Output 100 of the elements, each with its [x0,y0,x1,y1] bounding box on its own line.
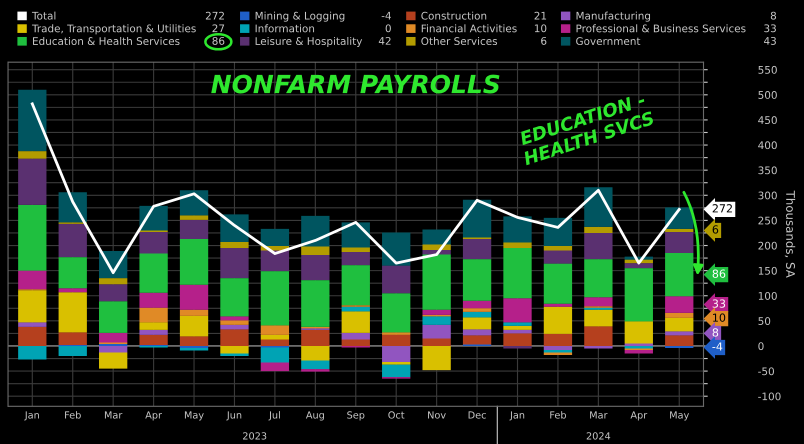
y-tick-label: 450 [758,116,777,124]
bar [382,266,410,294]
legend-label: Construction [421,12,486,20]
bar [18,158,46,205]
bar [58,346,87,356]
bar [422,316,451,325]
text: 33 [712,299,726,308]
y-tick-label: 350 [758,166,777,174]
text: 272 [206,12,224,20]
legend-label: Education & Health Services [33,36,180,46]
bar [18,326,46,346]
bar [220,320,249,325]
bar [260,325,290,335]
bar [180,284,208,310]
legend-label: Total [32,12,56,20]
bar [301,369,330,372]
bar [544,334,572,346]
bar [180,215,208,220]
y-tick-label: 500 [758,91,777,99]
bar [139,292,168,308]
bar [99,301,128,333]
legend-label: Mining & Logging [256,12,344,22]
x-tick-label: Mar [104,411,122,419]
bar [301,280,330,327]
bar [665,335,694,346]
x-tick-label: Jul [268,411,280,420]
legend-label: Government [576,37,640,46]
x-tick-label: Jan [24,411,39,420]
bar [180,238,208,285]
bar [180,310,208,316]
bar [58,257,87,288]
y-tick-label: 50 [758,317,770,325]
bar [544,304,572,307]
legend-label: Professional & Business Services [576,24,746,32]
text: -4 [712,342,722,351]
legend-label: Financial Activities [422,24,517,32]
bar [342,306,370,312]
bar [665,253,694,296]
text: 0 [386,24,391,32]
bar [220,324,249,330]
x-tick-label: Feb [550,411,566,419]
bar [624,263,653,268]
bar [301,255,330,280]
bar [624,321,653,344]
text: 8 [770,12,776,20]
bar [544,346,572,350]
bar [180,336,208,346]
y-tick-label: 100 [758,292,777,300]
bar [462,317,492,330]
x-tick-label: Nov [428,411,446,419]
bar [624,346,653,348]
bar [342,265,370,306]
bar [220,354,249,356]
bar [18,204,46,271]
bar [58,332,87,345]
bar [544,306,572,334]
bar [584,346,613,348]
bar [503,216,532,242]
y-tick-label: -100 [758,392,781,400]
bar [342,252,370,266]
x-tick-label: May [184,411,204,421]
bar [382,334,410,346]
text: 27 [212,24,224,32]
y-tick-label: 150 [758,266,777,275]
x-tick-label: Sep [347,411,364,421]
bar [18,346,46,360]
x-tick-label: Apr [630,411,648,421]
x-tick-label: Oct [388,411,404,419]
legend-label: Leisure & Hospitality [256,36,362,48]
bar [18,270,46,290]
bar [260,250,290,272]
bar [544,264,572,304]
bar [503,333,532,346]
bar [260,228,290,246]
text: 8 [712,328,718,337]
bar [301,330,330,346]
bar [382,346,410,362]
y-tick-label: -50 [758,367,774,376]
bar [462,329,492,336]
bar [139,322,168,330]
bar [422,338,451,346]
bar [462,335,492,344]
bar [18,322,46,327]
bar [18,290,46,322]
bar [180,348,208,350]
bar [382,364,410,378]
bar [665,232,694,254]
y-tick-label: 250 [758,216,777,224]
bar [624,343,653,346]
text: 42 [378,36,391,45]
x-tick-label: Aug [306,411,324,421]
chart-title: NONFARM PAYROLLS [211,74,500,94]
text: 6 [541,36,546,45]
bar [139,330,168,335]
bar [462,300,492,308]
text: 2023 [243,432,266,440]
text: 272 [712,204,732,212]
bar [422,310,451,315]
bar [260,347,290,363]
bar [584,297,613,306]
